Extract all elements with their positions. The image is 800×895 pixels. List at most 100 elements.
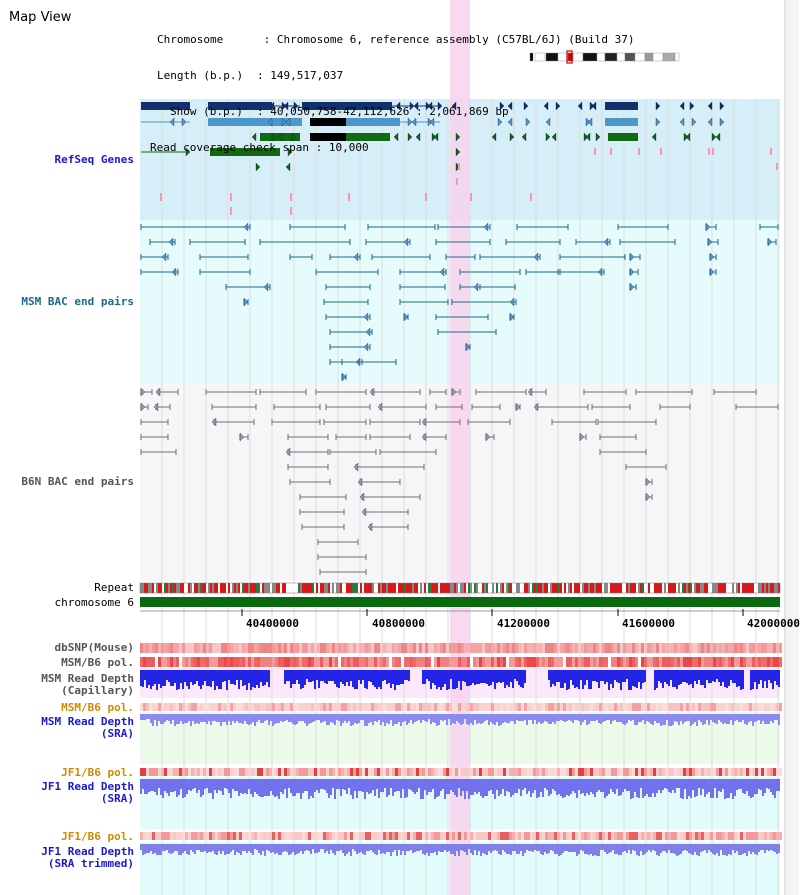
track-label-jf1-pol[interactable]: JF1/B6 pol. — [61, 766, 134, 779]
repeat-bar — [426, 583, 428, 593]
depth-bar — [584, 844, 586, 854]
repeat-bar — [456, 583, 458, 593]
depth-bar — [148, 714, 150, 719]
heat-cell — [611, 703, 614, 711]
depth-bar — [616, 714, 618, 722]
track-label-msm-depth-sra[interactable]: MSM Read Depth (SRA) — [0, 716, 134, 740]
heat-cell — [596, 832, 599, 840]
depth-bar — [678, 670, 680, 685]
repeat-bar — [768, 583, 770, 593]
track-label-msm-depth-capillary[interactable]: MSM Read Depth (Capillary) — [0, 673, 134, 697]
heat-cell — [419, 657, 422, 667]
track-label-dbsnp[interactable]: dbSNP(Mouse) — [54, 641, 134, 654]
heat-cell — [224, 832, 227, 840]
depth-bar — [684, 714, 686, 722]
depth-bar — [454, 714, 456, 724]
heat-cell — [557, 832, 560, 840]
repeat-bar — [238, 583, 240, 593]
depth-bar — [614, 670, 616, 680]
depth-bar — [212, 779, 214, 799]
depth-bar — [452, 714, 454, 723]
depth-bar — [424, 779, 426, 790]
gene-arrow — [251, 132, 257, 142]
depth-bar — [362, 779, 364, 792]
depth-bar — [364, 844, 366, 855]
heat-cell — [431, 657, 434, 667]
heat-cell — [752, 657, 755, 667]
heat-cell — [290, 657, 293, 667]
heat-cell — [713, 657, 716, 667]
track-label-refseq[interactable]: RefSeq Genes — [54, 153, 134, 166]
depth-bar — [586, 670, 588, 680]
depth-bar — [386, 670, 388, 684]
depth-bar — [728, 670, 730, 686]
track-label-msm-pol[interactable]: MSM/B6 pol. — [61, 656, 134, 669]
heat-cell — [389, 703, 392, 711]
track-label-jf1-depth-trimmed[interactable]: JF1 Read Depth (SRA trimmed) — [0, 846, 134, 870]
heat-cell — [176, 768, 179, 776]
depth-bar — [146, 714, 148, 719]
heat-cell — [152, 643, 155, 653]
track-label-chromosome[interactable]: chromosome 6 — [54, 596, 134, 609]
heat-cell — [695, 832, 698, 840]
depth-bar — [568, 844, 570, 852]
depth-bar — [548, 670, 550, 680]
depth-bar — [490, 779, 492, 790]
heat-cell — [362, 643, 365, 653]
heat-cell — [767, 657, 770, 667]
heat-cell — [410, 703, 413, 711]
heat-cell — [752, 703, 755, 711]
heat-cell — [251, 643, 254, 653]
repeat-bar — [336, 583, 338, 593]
heat-cell — [575, 643, 578, 653]
depth-bar — [306, 714, 308, 726]
heat-cell — [317, 832, 320, 840]
heat-cell — [686, 657, 689, 667]
refseq-mark — [530, 193, 532, 201]
depth-bar — [490, 670, 492, 685]
heat-cell — [458, 832, 461, 840]
depth-bar — [460, 670, 462, 690]
depth-bar — [672, 844, 674, 853]
heat-cell — [524, 703, 527, 711]
track-label-jf1-depth-sra[interactable]: JF1 Read Depth (SRA) — [0, 781, 134, 805]
gene-exon — [208, 118, 302, 126]
heat-cell — [647, 657, 650, 667]
depth-bar — [750, 844, 752, 854]
heat-cell — [590, 643, 593, 653]
track-label-msm-bac[interactable]: MSM BAC end pairs — [21, 295, 134, 308]
depth-bar — [668, 714, 670, 726]
repeat-bar — [272, 583, 274, 593]
heat-cell — [599, 643, 602, 653]
track-label-jf1-pol-2[interactable]: JF1/B6 pol. — [61, 830, 134, 843]
depth-bar — [370, 714, 372, 722]
depth-bar — [750, 779, 752, 798]
heat-cell — [482, 832, 485, 840]
track-label-b6n-bac[interactable]: B6N BAC end pairs — [21, 475, 134, 488]
heat-cell — [503, 703, 506, 711]
depth-bar — [542, 844, 544, 855]
gene-arrow — [591, 101, 597, 111]
depth-bar — [696, 714, 698, 726]
depth-bar — [578, 844, 580, 854]
heat-cell — [671, 832, 674, 840]
heat-cell — [773, 703, 776, 711]
repeat-bar — [372, 583, 374, 593]
depth-bar — [342, 779, 344, 789]
track-label-msm-pol-2[interactable]: MSM/B6 pol. — [61, 701, 134, 714]
track-label-repeat[interactable]: Repeat — [94, 581, 134, 594]
heat-cell — [485, 657, 488, 667]
heat-cell — [215, 643, 218, 653]
heat-cell — [437, 643, 440, 653]
heat-cell — [536, 657, 539, 667]
depth-bar — [314, 670, 316, 689]
depth-bar — [188, 670, 190, 689]
depth-bar — [154, 670, 156, 684]
depth-bar — [608, 844, 610, 853]
depth-bar — [392, 670, 394, 684]
heat-cell — [299, 703, 302, 711]
heat-cell — [161, 657, 164, 667]
depth-bar — [746, 844, 748, 856]
heat-cell — [209, 768, 212, 776]
